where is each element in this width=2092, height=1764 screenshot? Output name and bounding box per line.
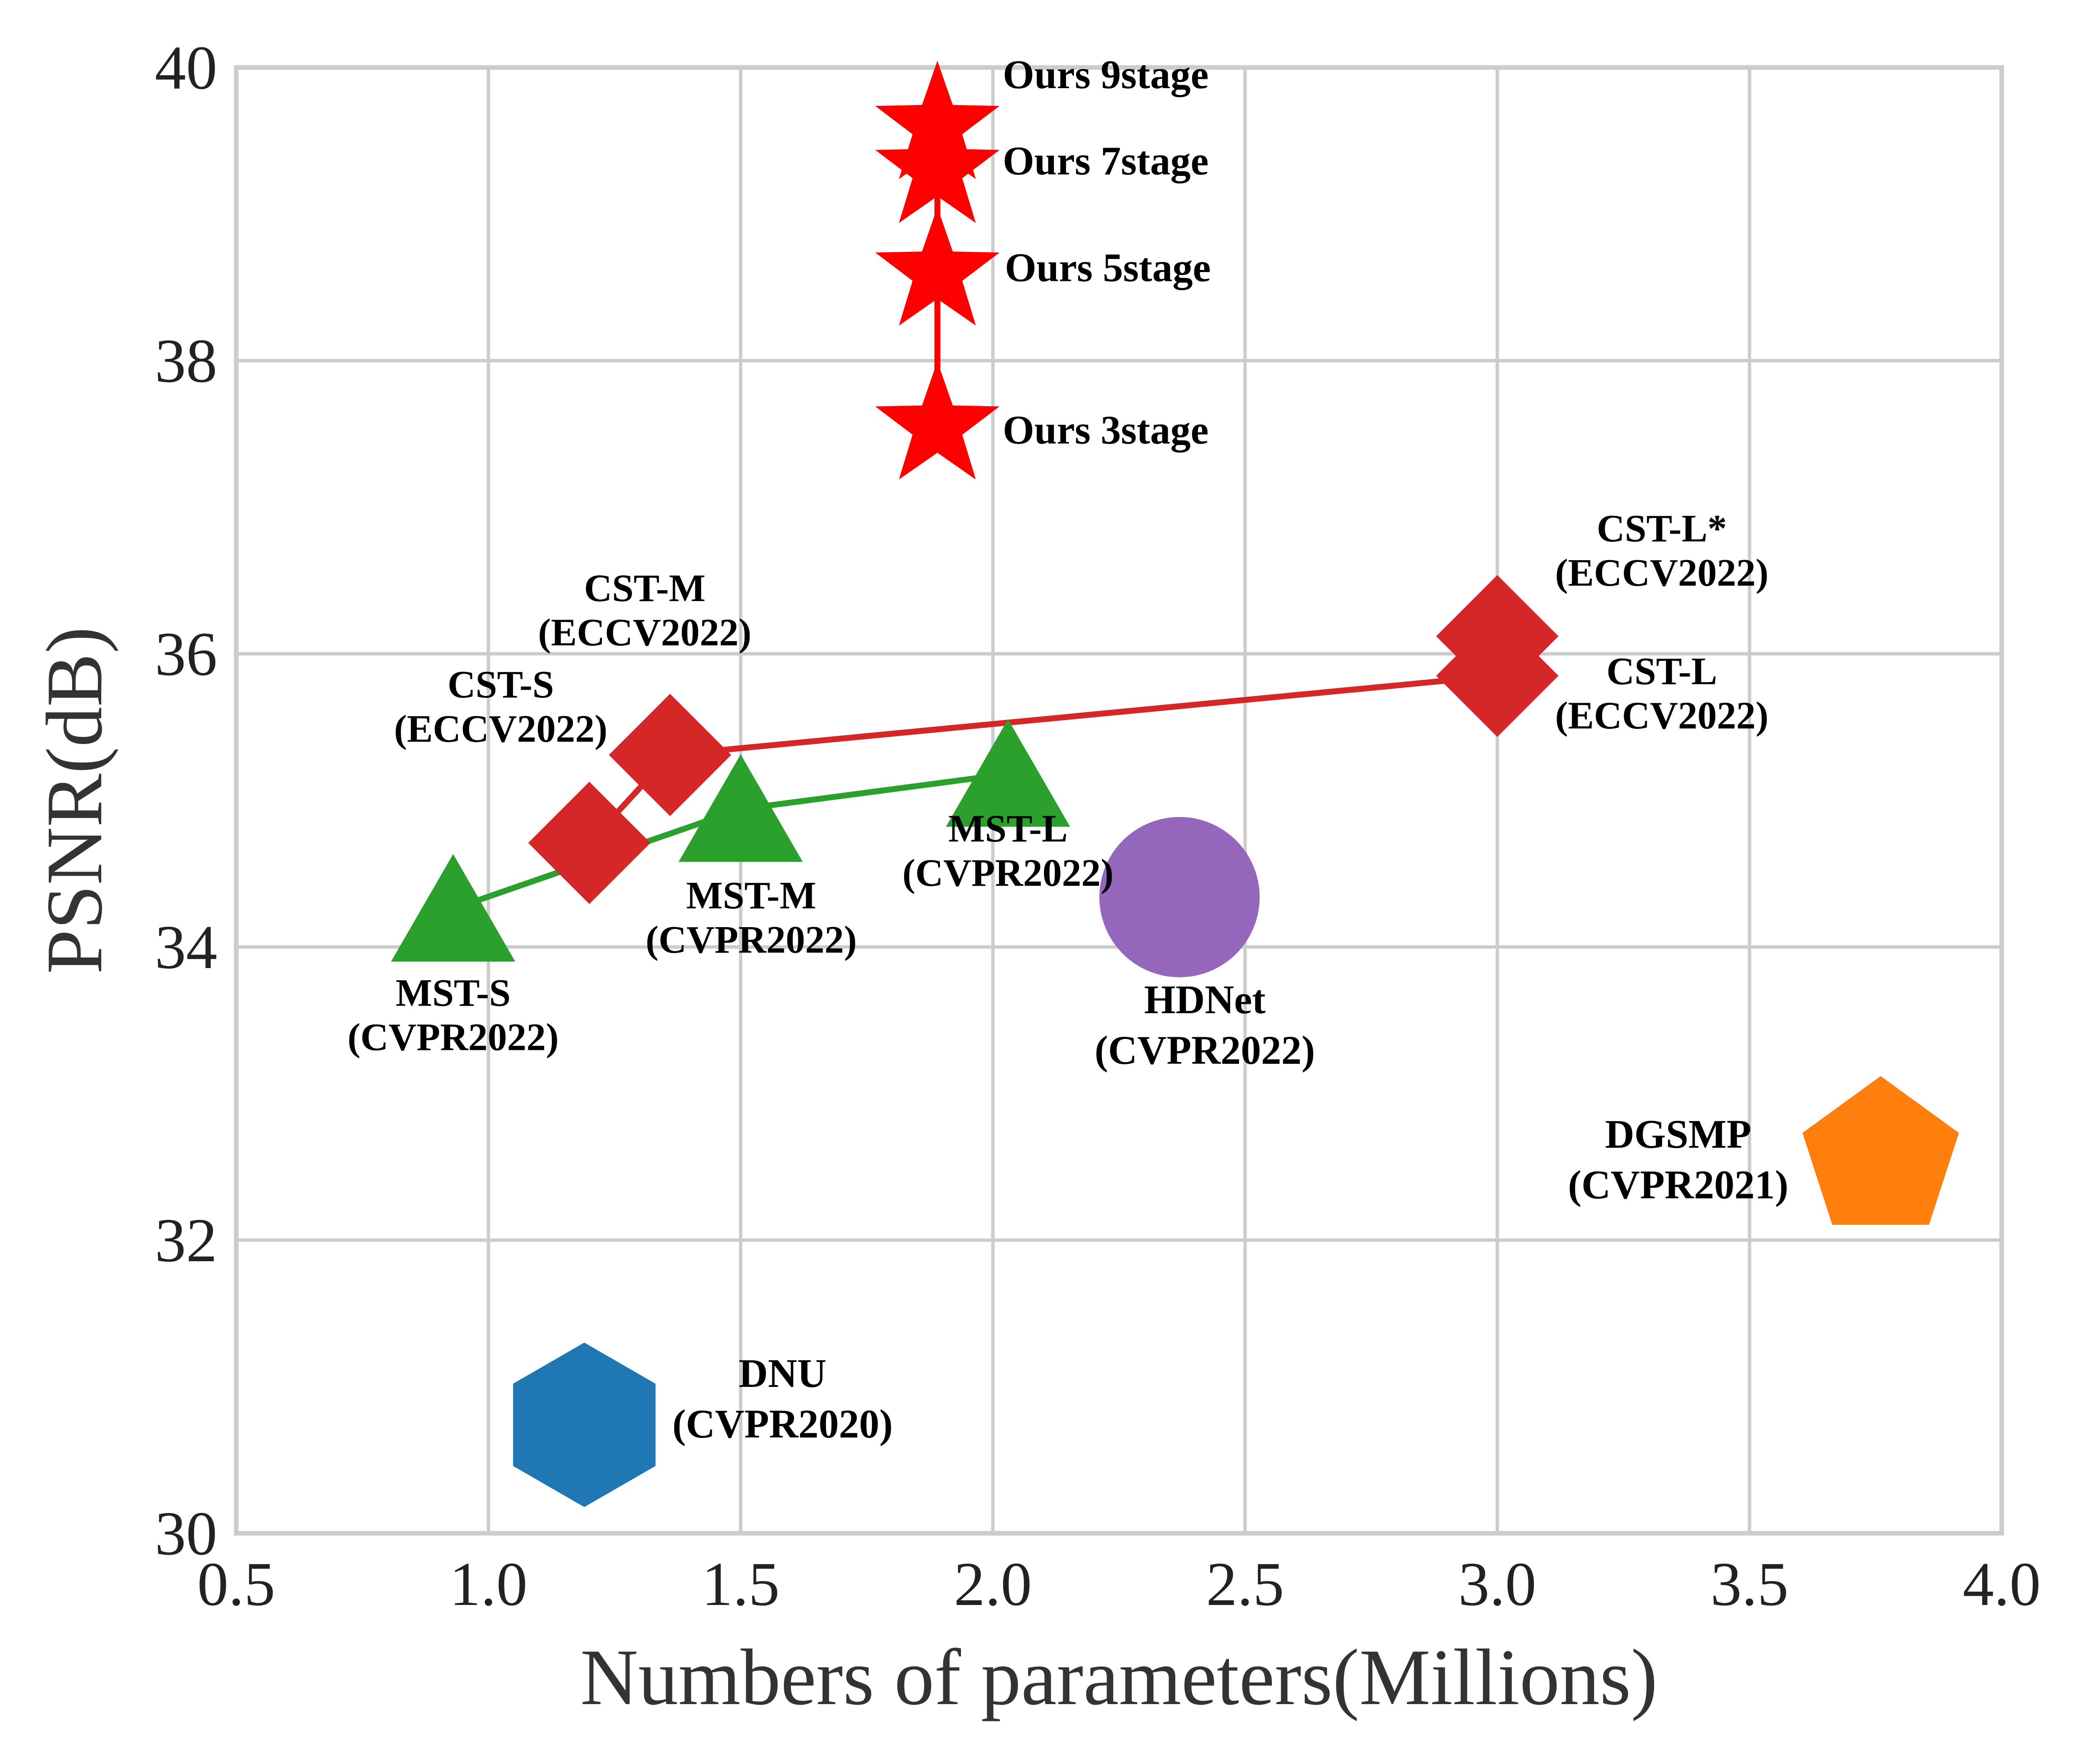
point-label-line: Ours 9stage [1003,52,1209,97]
point-label-line: (ECCV2022) [394,707,607,750]
y-tick-label: 34 [155,913,217,982]
point-label-line: MST-L [948,807,1068,850]
point-label-line: DNU [739,1351,826,1396]
x-tick-label: 2.0 [954,1550,1032,1619]
x-tick-label: 1.5 [702,1550,780,1619]
triangle-marker [678,754,803,862]
x-tick-label: 4.0 [1963,1550,2041,1619]
point-label-line: Ours 5stage [1005,245,1211,290]
point-label-line: CST-S [448,663,554,706]
y-tick-label: 36 [155,620,217,689]
point-label-line: CST-L* [1597,507,1727,550]
x-tick-label: 3.5 [1711,1550,1789,1619]
x-tick-label: 0.5 [197,1550,275,1619]
point-label: CST-L* (ECCV2022) [1555,507,1768,594]
point-label-line: MST-S [396,971,511,1014]
point-label: Ours 7stage [1003,138,1209,183]
data-markers [391,61,1959,1507]
point-label-line: (ECCV2022) [1555,551,1768,594]
point-label-line: (CVPR2022) [902,851,1114,894]
point-label-line: (CVPR2022) [348,1016,559,1059]
point-label: CST-L (ECCV2022) [1555,650,1768,737]
star-marker [875,61,1000,179]
tick-labels: 0.5 1.0 1.5 2.0 2.5 3.0 3.5 4.0 30 32 34 36 38 40 [155,33,2041,1619]
triangle-marker [946,719,1070,827]
hexagon-marker [513,1342,656,1507]
diamond-marker [609,693,732,816]
x-tick-label: 3.0 [1458,1550,1536,1619]
point-label-line: CST-L [1606,650,1717,693]
point-label: Ours 5stage [1005,245,1211,290]
triangle-marker [391,854,516,962]
point-label: Ours 3stage [1003,407,1209,452]
circle-marker [1099,817,1260,977]
y-axis-label: PSNR(dB) [30,627,119,974]
x-tick-label: 1.0 [449,1550,527,1619]
point-label: MST-S (CVPR2022) [348,971,559,1059]
diamond-marker [1436,575,1559,698]
point-label: CST-S (ECCV2022) [394,663,607,750]
star-marker [875,207,1000,326]
point-label-line: (CVPR2020) [672,1401,893,1446]
x-tick-label: 2.5 [1206,1550,1284,1619]
y-tick-label: 32 [155,1206,217,1275]
point-label-line: HDNet [1144,977,1266,1022]
diamond-marker [528,782,651,904]
point-label: MST-M (CVPR2022) [645,874,857,961]
point-label-line: (ECCV2022) [1555,694,1768,737]
point-label-line: Ours 3stage [1003,407,1209,452]
y-tick-label: 30 [155,1499,217,1568]
point-label-line: (CVPR2021) [1568,1162,1789,1207]
star-marker [875,361,1000,480]
point-label-line: CST-M [584,566,705,610]
point-label-line: Ours 7stage [1003,138,1209,183]
point-label: Ours 9stage [1003,52,1209,97]
point-label-line: (ECCV2022) [538,611,751,654]
point-label: MST-L (CVPR2022) [902,807,1114,894]
point-label: DGSMP (CVPR2021) [1568,1111,1789,1207]
star-marker [875,105,1000,223]
y-tick-label: 40 [155,33,217,102]
point-label: DNU (CVPR2020) [672,1351,893,1446]
y-tick-label: 38 [155,326,217,396]
pentagon-marker [1802,1076,1959,1225]
point-label-line: (CVPR2022) [645,918,857,961]
point-labels: Ours 3stage Ours 5stage Ours 7stage Ours 9s… [348,52,1789,1446]
point-label-line: DGSMP [1605,1111,1752,1157]
point-label: CST-M (ECCV2022) [538,566,751,654]
plot-frame [234,65,2004,1536]
point-label: HDNet (CVPR2022) [1095,977,1315,1073]
point-label-line: (CVPR2022) [1095,1028,1315,1073]
x-axis-label: Numbers of parameters(Millions) [580,1633,1658,1722]
point-label-line: MST-M [686,874,816,917]
